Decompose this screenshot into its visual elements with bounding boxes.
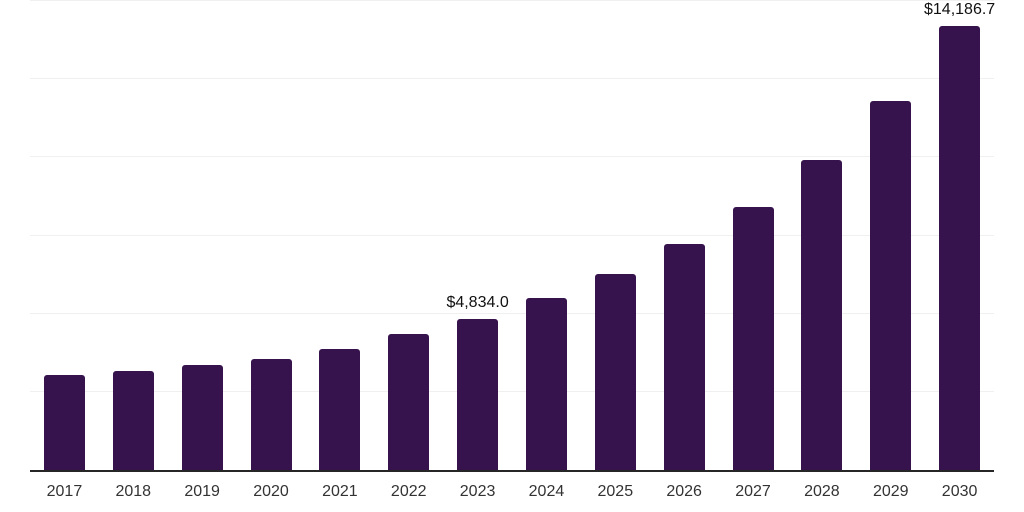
bar-group-2029: [856, 1, 925, 470]
x-axis-label-2020: 2020: [253, 483, 289, 500]
bar-group-2021: [305, 1, 374, 470]
bar-group-2027: [719, 1, 788, 470]
bar-2020[interactable]: [250, 359, 292, 470]
x-axis-label-2019: 2019: [184, 483, 220, 500]
bar-value-label-2030: $14,186.7: [924, 1, 996, 19]
x-axis-label-2021: 2021: [322, 483, 358, 500]
bar-2027[interactable]: [732, 207, 774, 470]
plot-area: $4,834.0 $14,186.7: [30, 0, 996, 472]
gridline-7500: [30, 234, 994, 236]
bars-row: $4,834.0 $14,186.7: [30, 1, 996, 470]
bar-group-2024: [512, 1, 581, 470]
bar-2030[interactable]: [939, 26, 981, 470]
bar-2024[interactable]: [525, 298, 567, 470]
gridline-12500: [30, 78, 994, 80]
bar-group-2030: $14,186.7: [924, 1, 996, 470]
x-axis-label-2027: 2027: [735, 483, 771, 500]
bar-group-2022: [374, 1, 443, 470]
x-axis-label-2029: 2029: [872, 483, 909, 500]
bar-2022[interactable]: [388, 334, 430, 470]
x-axis-label-2030: 2030: [941, 483, 978, 500]
bar-value-label-2023: $4,834.0: [446, 293, 509, 311]
bar-2023[interactable]: [457, 318, 499, 470]
x-axis-label-2025: 2025: [597, 483, 634, 500]
bar-group-2028: [787, 1, 856, 470]
bar-2019[interactable]: [181, 364, 223, 470]
x-axis-label-2023: 2023: [459, 483, 496, 500]
bar-2021[interactable]: [319, 349, 361, 470]
bar-2026[interactable]: [663, 244, 705, 470]
bar-2017[interactable]: [43, 374, 85, 470]
x-axis-labels: 2017 2018 2019 2020 2021 2022 2023 2024 2025 2026…: [30, 484, 994, 500]
x-axis-label-2022: 2022: [390, 483, 427, 500]
x-axis-label-2028: 2028: [804, 483, 840, 500]
x-axis-label-2026: 2026: [666, 483, 702, 500]
gridline-15000: [30, 0, 994, 1]
x-axis-label-2017: 2017: [46, 483, 83, 500]
gridline-10000: [30, 156, 994, 158]
gridline-5000: [30, 312, 994, 314]
x-axis-label-2024: 2024: [528, 483, 565, 500]
bar-group-2026: [650, 1, 719, 470]
bar-group-2018: [99, 1, 168, 470]
bar-group-2017: [30, 1, 99, 470]
bar-2029[interactable]: [870, 101, 912, 470]
bar-group-2019: [168, 1, 237, 470]
bar-group-2023: $4,834.0: [443, 1, 512, 470]
gridline-2500: [30, 390, 994, 392]
bar-group-2020: [237, 1, 306, 470]
bar-2018[interactable]: [112, 370, 154, 470]
bar-2025[interactable]: [594, 273, 636, 470]
x-axis-label-2018: 2018: [115, 483, 152, 500]
bar-2028[interactable]: [801, 159, 843, 470]
bar-group-2025: [581, 1, 650, 470]
